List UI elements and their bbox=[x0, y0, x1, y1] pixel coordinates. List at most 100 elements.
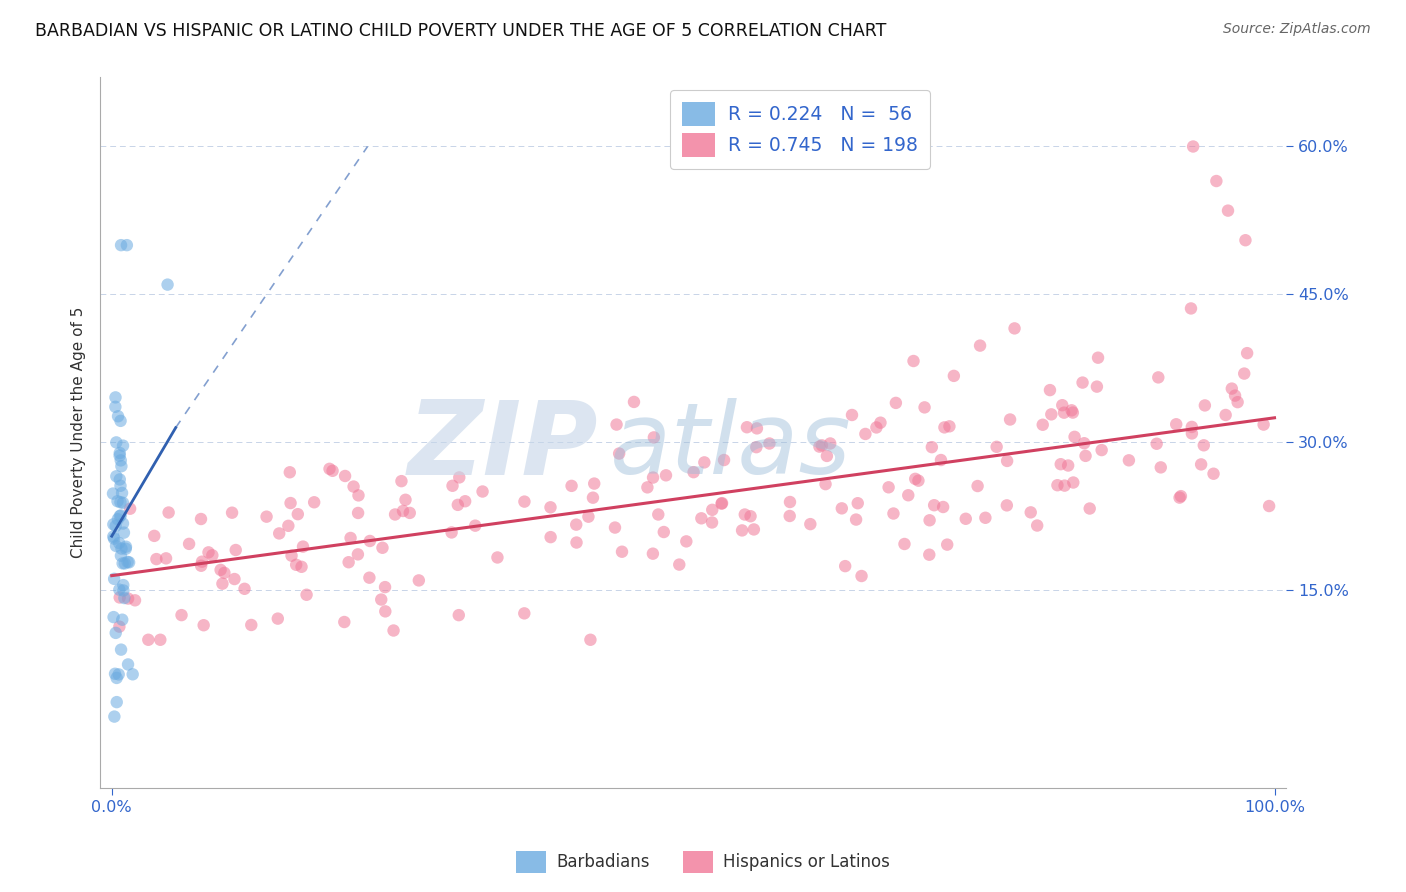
Point bbox=[374, 604, 396, 618]
Point bbox=[1062, 475, 1084, 490]
Point bbox=[110, 238, 132, 252]
Point bbox=[201, 549, 224, 563]
Point bbox=[702, 503, 724, 517]
Point bbox=[292, 540, 315, 554]
Point bbox=[290, 559, 312, 574]
Point bbox=[347, 506, 370, 520]
Point bbox=[342, 479, 364, 493]
Point bbox=[111, 486, 134, 500]
Point bbox=[110, 453, 132, 467]
Point bbox=[641, 470, 664, 484]
Point bbox=[668, 558, 690, 572]
Point bbox=[652, 524, 675, 539]
Point bbox=[110, 642, 132, 657]
Point bbox=[107, 667, 129, 681]
Point bbox=[108, 591, 131, 605]
Point bbox=[904, 472, 927, 486]
Point bbox=[1223, 389, 1246, 403]
Point bbox=[1181, 426, 1204, 441]
Point bbox=[197, 545, 219, 559]
Point bbox=[582, 491, 605, 505]
Point bbox=[1049, 457, 1071, 471]
Point bbox=[256, 509, 278, 524]
Point bbox=[339, 531, 361, 545]
Point bbox=[295, 588, 318, 602]
Point bbox=[155, 551, 177, 566]
Point bbox=[731, 524, 754, 538]
Point bbox=[1194, 399, 1216, 413]
Point bbox=[136, 632, 159, 647]
Point bbox=[922, 498, 945, 512]
Point bbox=[149, 632, 172, 647]
Point bbox=[745, 440, 768, 454]
Point bbox=[936, 538, 959, 552]
Point bbox=[1053, 478, 1076, 492]
Point bbox=[846, 496, 869, 510]
Point bbox=[347, 488, 370, 502]
Point bbox=[1192, 438, 1215, 452]
Point bbox=[103, 532, 125, 546]
Point bbox=[1258, 499, 1281, 513]
Point bbox=[869, 416, 891, 430]
Point bbox=[370, 592, 392, 607]
Point bbox=[1233, 367, 1256, 381]
Point bbox=[110, 549, 132, 563]
Point bbox=[104, 666, 127, 681]
Point bbox=[191, 555, 214, 569]
Point bbox=[882, 507, 904, 521]
Point bbox=[1166, 417, 1188, 432]
Point bbox=[103, 517, 125, 532]
Point bbox=[384, 508, 406, 522]
Point bbox=[1236, 346, 1258, 360]
Point bbox=[103, 572, 125, 586]
Point bbox=[1087, 351, 1109, 365]
Point bbox=[105, 469, 128, 483]
Point bbox=[193, 618, 215, 632]
Point bbox=[513, 494, 536, 508]
Point bbox=[115, 540, 138, 554]
Point bbox=[932, 500, 955, 514]
Point bbox=[110, 495, 132, 509]
Point bbox=[104, 626, 127, 640]
Point bbox=[1046, 478, 1069, 492]
Point bbox=[269, 526, 291, 541]
Point bbox=[471, 484, 494, 499]
Point bbox=[734, 508, 756, 522]
Point bbox=[440, 525, 463, 540]
Point bbox=[394, 492, 416, 507]
Point bbox=[1189, 458, 1212, 472]
Point bbox=[814, 477, 837, 491]
Point bbox=[1180, 301, 1202, 316]
Point bbox=[117, 555, 139, 569]
Point bbox=[1168, 491, 1191, 505]
Point bbox=[513, 607, 536, 621]
Point bbox=[1226, 395, 1249, 409]
Point bbox=[449, 470, 471, 484]
Point bbox=[921, 440, 943, 454]
Point bbox=[107, 494, 129, 508]
Point bbox=[224, 572, 246, 586]
Point bbox=[693, 455, 716, 469]
Point bbox=[108, 620, 131, 634]
Point bbox=[1057, 458, 1080, 473]
Point bbox=[998, 412, 1021, 426]
Point bbox=[280, 549, 302, 563]
Point bbox=[359, 571, 381, 585]
Point bbox=[682, 465, 704, 479]
Point bbox=[1073, 436, 1095, 450]
Point bbox=[647, 508, 669, 522]
Point bbox=[1170, 489, 1192, 503]
Point bbox=[107, 409, 129, 424]
Point bbox=[903, 354, 925, 368]
Point bbox=[287, 507, 309, 521]
Point bbox=[464, 518, 486, 533]
Point bbox=[655, 468, 678, 483]
Point bbox=[713, 453, 735, 467]
Text: BARBADIAN VS HISPANIC OR LATINO CHILD POVERTY UNDER THE AGE OF 5 CORRELATION CHA: BARBADIAN VS HISPANIC OR LATINO CHILD PO… bbox=[35, 22, 887, 40]
Point bbox=[108, 509, 131, 524]
Point bbox=[540, 500, 562, 515]
Point bbox=[808, 440, 831, 454]
Point bbox=[818, 436, 841, 450]
Point bbox=[986, 440, 1008, 454]
Point bbox=[675, 534, 697, 549]
